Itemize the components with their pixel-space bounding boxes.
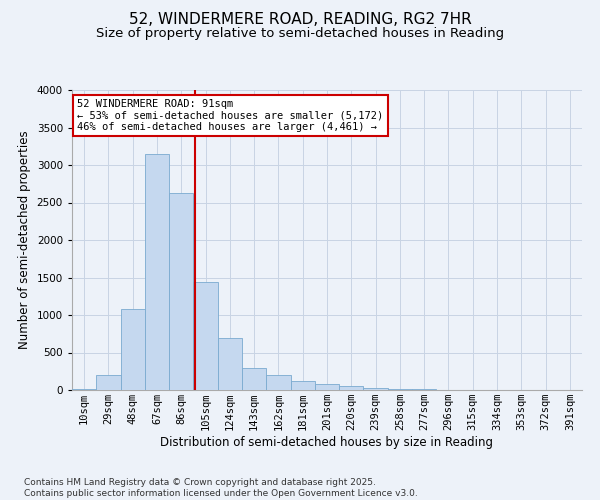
Bar — [121, 309, 145, 390]
Bar — [242, 368, 266, 390]
X-axis label: Distribution of semi-detached houses by size in Reading: Distribution of semi-detached houses by … — [161, 436, 493, 449]
Bar — [193, 282, 218, 390]
Bar — [339, 386, 364, 390]
Y-axis label: Number of semi-detached properties: Number of semi-detached properties — [18, 130, 31, 350]
Bar — [145, 154, 169, 390]
Bar — [96, 376, 121, 390]
Bar — [315, 384, 339, 390]
Text: 52, WINDERMERE ROAD, READING, RG2 7HR: 52, WINDERMERE ROAD, READING, RG2 7HR — [128, 12, 472, 28]
Bar — [364, 388, 388, 390]
Text: 52 WINDERMERE ROAD: 91sqm
← 53% of semi-detached houses are smaller (5,172)
46% : 52 WINDERMERE ROAD: 91sqm ← 53% of semi-… — [77, 99, 383, 132]
Text: Size of property relative to semi-detached houses in Reading: Size of property relative to semi-detach… — [96, 28, 504, 40]
Bar — [388, 388, 412, 390]
Bar — [72, 388, 96, 390]
Text: Contains HM Land Registry data © Crown copyright and database right 2025.
Contai: Contains HM Land Registry data © Crown c… — [24, 478, 418, 498]
Bar — [266, 376, 290, 390]
Bar — [169, 192, 193, 390]
Bar — [218, 338, 242, 390]
Bar — [290, 380, 315, 390]
